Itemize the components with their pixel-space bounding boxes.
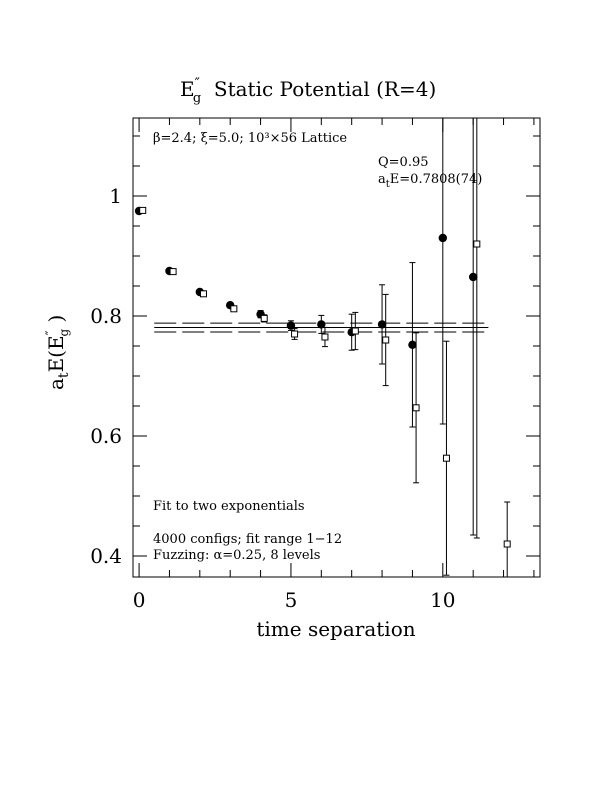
chart-title: E″ g Static Potential (R=4) — [180, 76, 436, 106]
data-point-square — [473, 240, 481, 248]
y-axis-label: atE(E″g ) — [44, 315, 72, 390]
fit-annotation: Fit to two exponentials — [153, 499, 305, 514]
y-tick-label: 0.4 — [90, 544, 122, 568]
configs-annotation: 4000 configs; fit range 1−12 — [153, 532, 342, 547]
y-tick-label: 1 — [109, 184, 122, 208]
data-point-circle — [317, 320, 326, 329]
data-point-circle — [468, 272, 478, 282]
x-tick-label: 0 — [133, 588, 146, 612]
data-point-square — [412, 404, 420, 412]
data-point-square — [351, 327, 359, 335]
energy-annotation: atE=0.7808(74) — [378, 172, 482, 190]
data-point-square — [139, 206, 147, 214]
y-tick-label: 0.6 — [90, 424, 122, 448]
data-point-circle — [377, 320, 387, 329]
data-point-square — [291, 330, 299, 338]
data-point-square — [321, 333, 329, 341]
fuzzing-annotation: Fuzzing: α=0.25, 8 levels — [153, 548, 320, 563]
data-point-circle — [438, 233, 448, 243]
error-bars — [257, 118, 511, 577]
q-value-annotation: Q=0.95 — [378, 155, 429, 170]
data-point-square — [199, 290, 207, 298]
data-markers — [134, 206, 511, 548]
data-point-square — [382, 336, 390, 344]
data-point-square — [169, 268, 177, 276]
data-point-square — [503, 540, 511, 548]
data-point-circle — [286, 321, 296, 330]
y-tick-label: 0.8 — [90, 304, 122, 328]
x-axis-label: time separation — [256, 617, 415, 641]
data-point-square — [260, 314, 268, 322]
x-tick-label: 10 — [430, 588, 455, 612]
data-point-square — [442, 454, 450, 462]
data-point-circle — [408, 340, 417, 349]
plot-frame — [132, 117, 541, 578]
axis-tick-labels: 0 5 10 0.4 0.6 0.8 1 — [90, 184, 455, 612]
x-tick-label: 5 — [285, 588, 298, 612]
lattice-annotation: β=2.4; ξ=5.0; 10³×56 Lattice — [153, 131, 347, 146]
data-point-square — [230, 305, 238, 313]
